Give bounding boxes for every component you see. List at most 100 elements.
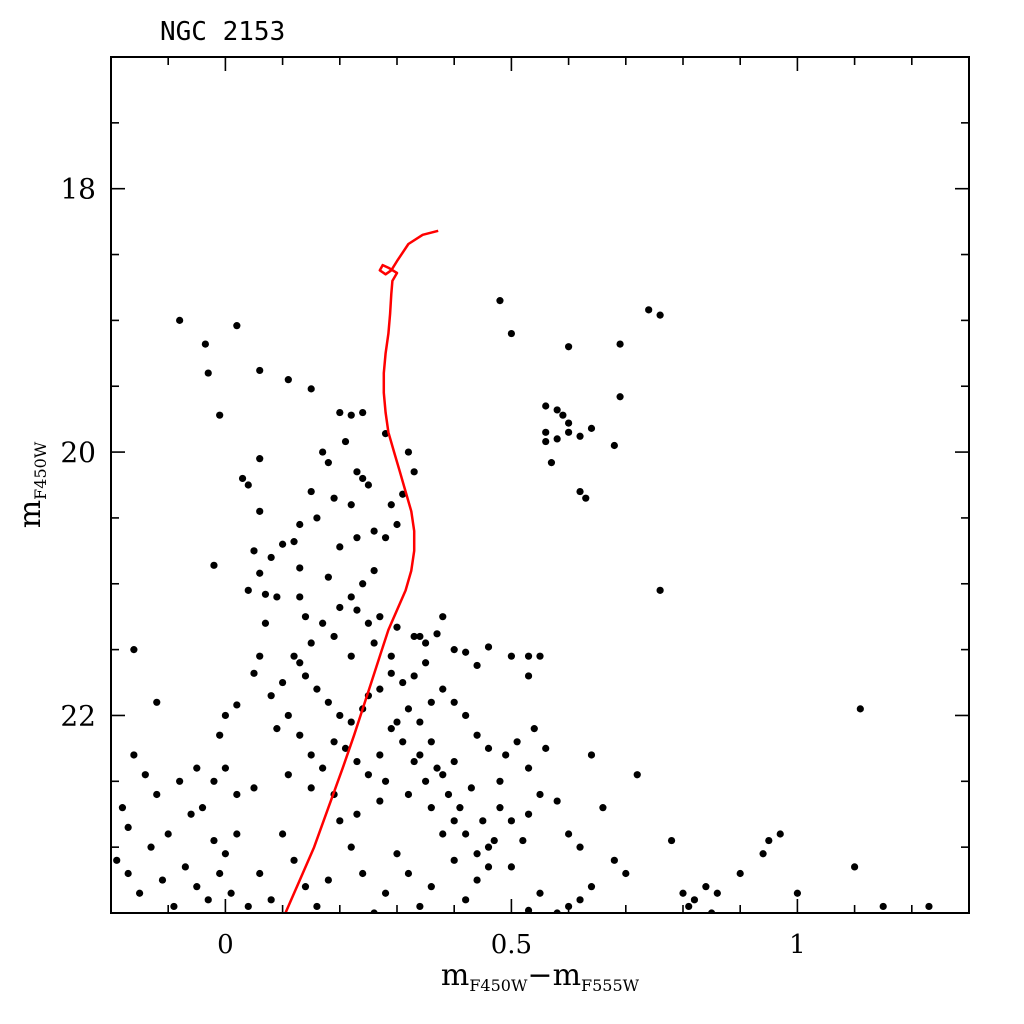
star-point (513, 738, 521, 746)
star-point (216, 411, 224, 419)
star-point (410, 757, 418, 766)
star-point (765, 836, 773, 845)
star-point (324, 698, 332, 706)
star-point (547, 459, 556, 467)
star-point (553, 435, 561, 443)
star-point (656, 311, 664, 319)
star-point (416, 632, 424, 641)
star-point (599, 804, 607, 812)
y-label-main: m (13, 500, 48, 528)
star-point (507, 817, 515, 825)
star-point (610, 856, 618, 864)
star-point (210, 561, 218, 569)
star-point (353, 534, 361, 542)
x-axis-label: mF450W−mF555W (441, 958, 640, 995)
star-point (404, 790, 413, 799)
star-point (542, 744, 550, 752)
star-point (113, 856, 121, 864)
star-point (587, 751, 596, 759)
star-point (553, 797, 561, 805)
star-point (565, 830, 573, 838)
x-label-main: m (441, 958, 469, 993)
star-point (450, 757, 458, 766)
star-point (296, 520, 304, 529)
y-axis-label: mF450W (13, 441, 50, 528)
star-point (267, 692, 275, 700)
star-point (307, 751, 315, 759)
star-point (313, 514, 321, 522)
star-point (359, 580, 367, 588)
star-point (250, 669, 258, 677)
star-point (130, 751, 138, 759)
star-point (410, 632, 418, 641)
star-point (387, 652, 395, 660)
star-point (267, 553, 275, 562)
star-point (450, 646, 458, 654)
star-point (565, 428, 573, 436)
star-point (204, 896, 212, 904)
star-point (410, 468, 418, 476)
star-point (462, 830, 470, 838)
star-point (416, 751, 424, 759)
star-point (422, 639, 430, 647)
star-point (330, 738, 338, 746)
star-point (124, 823, 132, 832)
star-point (484, 744, 493, 752)
star-point (416, 718, 424, 726)
star-point (702, 883, 710, 891)
star-point (244, 586, 252, 594)
star-point (410, 672, 418, 680)
star-point (359, 869, 367, 878)
star-point (519, 836, 527, 845)
star-point (484, 843, 493, 851)
x-tick-label: 0.5 (491, 930, 532, 960)
star-point (193, 883, 201, 891)
star-point (347, 593, 355, 601)
star-point (301, 883, 310, 891)
star-point (427, 804, 435, 812)
star-point (307, 784, 315, 792)
star-point (685, 902, 693, 911)
star-point (381, 777, 390, 785)
star-point (279, 678, 287, 687)
star-point (713, 889, 721, 897)
star-point (158, 876, 167, 884)
x-label-main2: m (553, 958, 581, 993)
star-point (524, 764, 533, 772)
star-point (393, 718, 401, 726)
chart-title: NGC 2153 (160, 17, 285, 47)
star-point (776, 830, 784, 838)
star-point (256, 652, 264, 660)
star-point (462, 896, 470, 904)
star-point (256, 366, 264, 375)
star-point (759, 850, 767, 858)
tick-labels: 0 0.5 1 18 20 22 (60, 173, 805, 960)
star-point (141, 771, 149, 779)
star-point (616, 393, 624, 401)
star-point (307, 639, 315, 647)
star-point (587, 883, 596, 891)
star-point (216, 731, 224, 739)
star-point (324, 459, 332, 467)
x-label-sub2: F555W (581, 976, 640, 995)
star-point (416, 902, 424, 911)
star-point (576, 432, 584, 440)
star-point (381, 534, 390, 542)
star-point (164, 830, 172, 838)
star-point (290, 856, 298, 864)
y-tick-label: 22 (60, 699, 96, 732)
star-point (364, 619, 372, 627)
star-point (347, 718, 355, 726)
star-point (130, 646, 138, 654)
star-point (221, 711, 229, 720)
star-point (851, 863, 859, 871)
star-point (210, 836, 218, 845)
star-point (427, 738, 435, 746)
star-point (353, 606, 361, 614)
x-tick-label: 0 (217, 930, 234, 960)
star-point (307, 487, 315, 496)
star-point (330, 494, 338, 502)
star-point (336, 603, 344, 612)
star-point (153, 790, 161, 799)
star-point (582, 494, 590, 502)
